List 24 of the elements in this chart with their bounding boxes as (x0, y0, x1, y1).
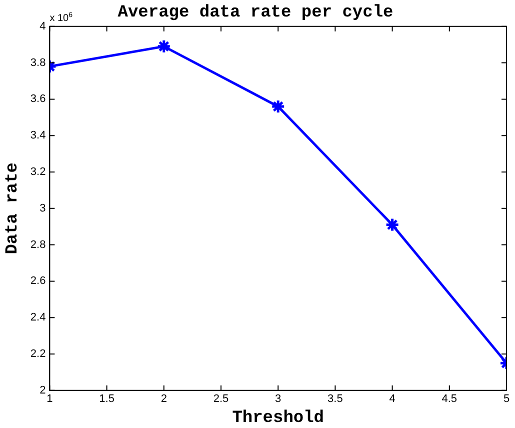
chart-title: Average data rate per cycle (118, 3, 394, 22)
y-tick-label: 3.2 (30, 166, 46, 178)
x-tick-label: 4 (389, 393, 396, 406)
x-tick-label: 2 (160, 393, 167, 406)
y-tick-label: 3 (40, 202, 46, 214)
x-tick-label: 1 (46, 393, 53, 406)
x-tick-label: 4.5 (442, 393, 458, 406)
y-tick-label: 2.2 (30, 348, 46, 360)
y-tick-label: 3.6 (30, 93, 46, 106)
y-tick-label: 3.4 (30, 130, 46, 142)
y-tick-label: 2 (40, 384, 46, 396)
x-tick-label: 5 (503, 393, 510, 406)
y-axis-title: Data rate (3, 162, 22, 254)
y-tick-label: 3.8 (30, 56, 46, 69)
y-tick-label: 2.8 (30, 238, 46, 251)
x-axis-title: Threshold (232, 409, 324, 428)
x-tick-label: 3 (275, 393, 282, 406)
x-tick-label: 2.5 (213, 393, 229, 406)
y-tick-label: 2.4 (30, 312, 46, 324)
y-tick-label: 4 (40, 20, 46, 32)
y-tick-label: 2.6 (30, 275, 46, 288)
x-tick-label: 1.5 (99, 393, 114, 406)
x-tick-label: 3.5 (328, 393, 343, 406)
point (270, 99, 286, 114)
